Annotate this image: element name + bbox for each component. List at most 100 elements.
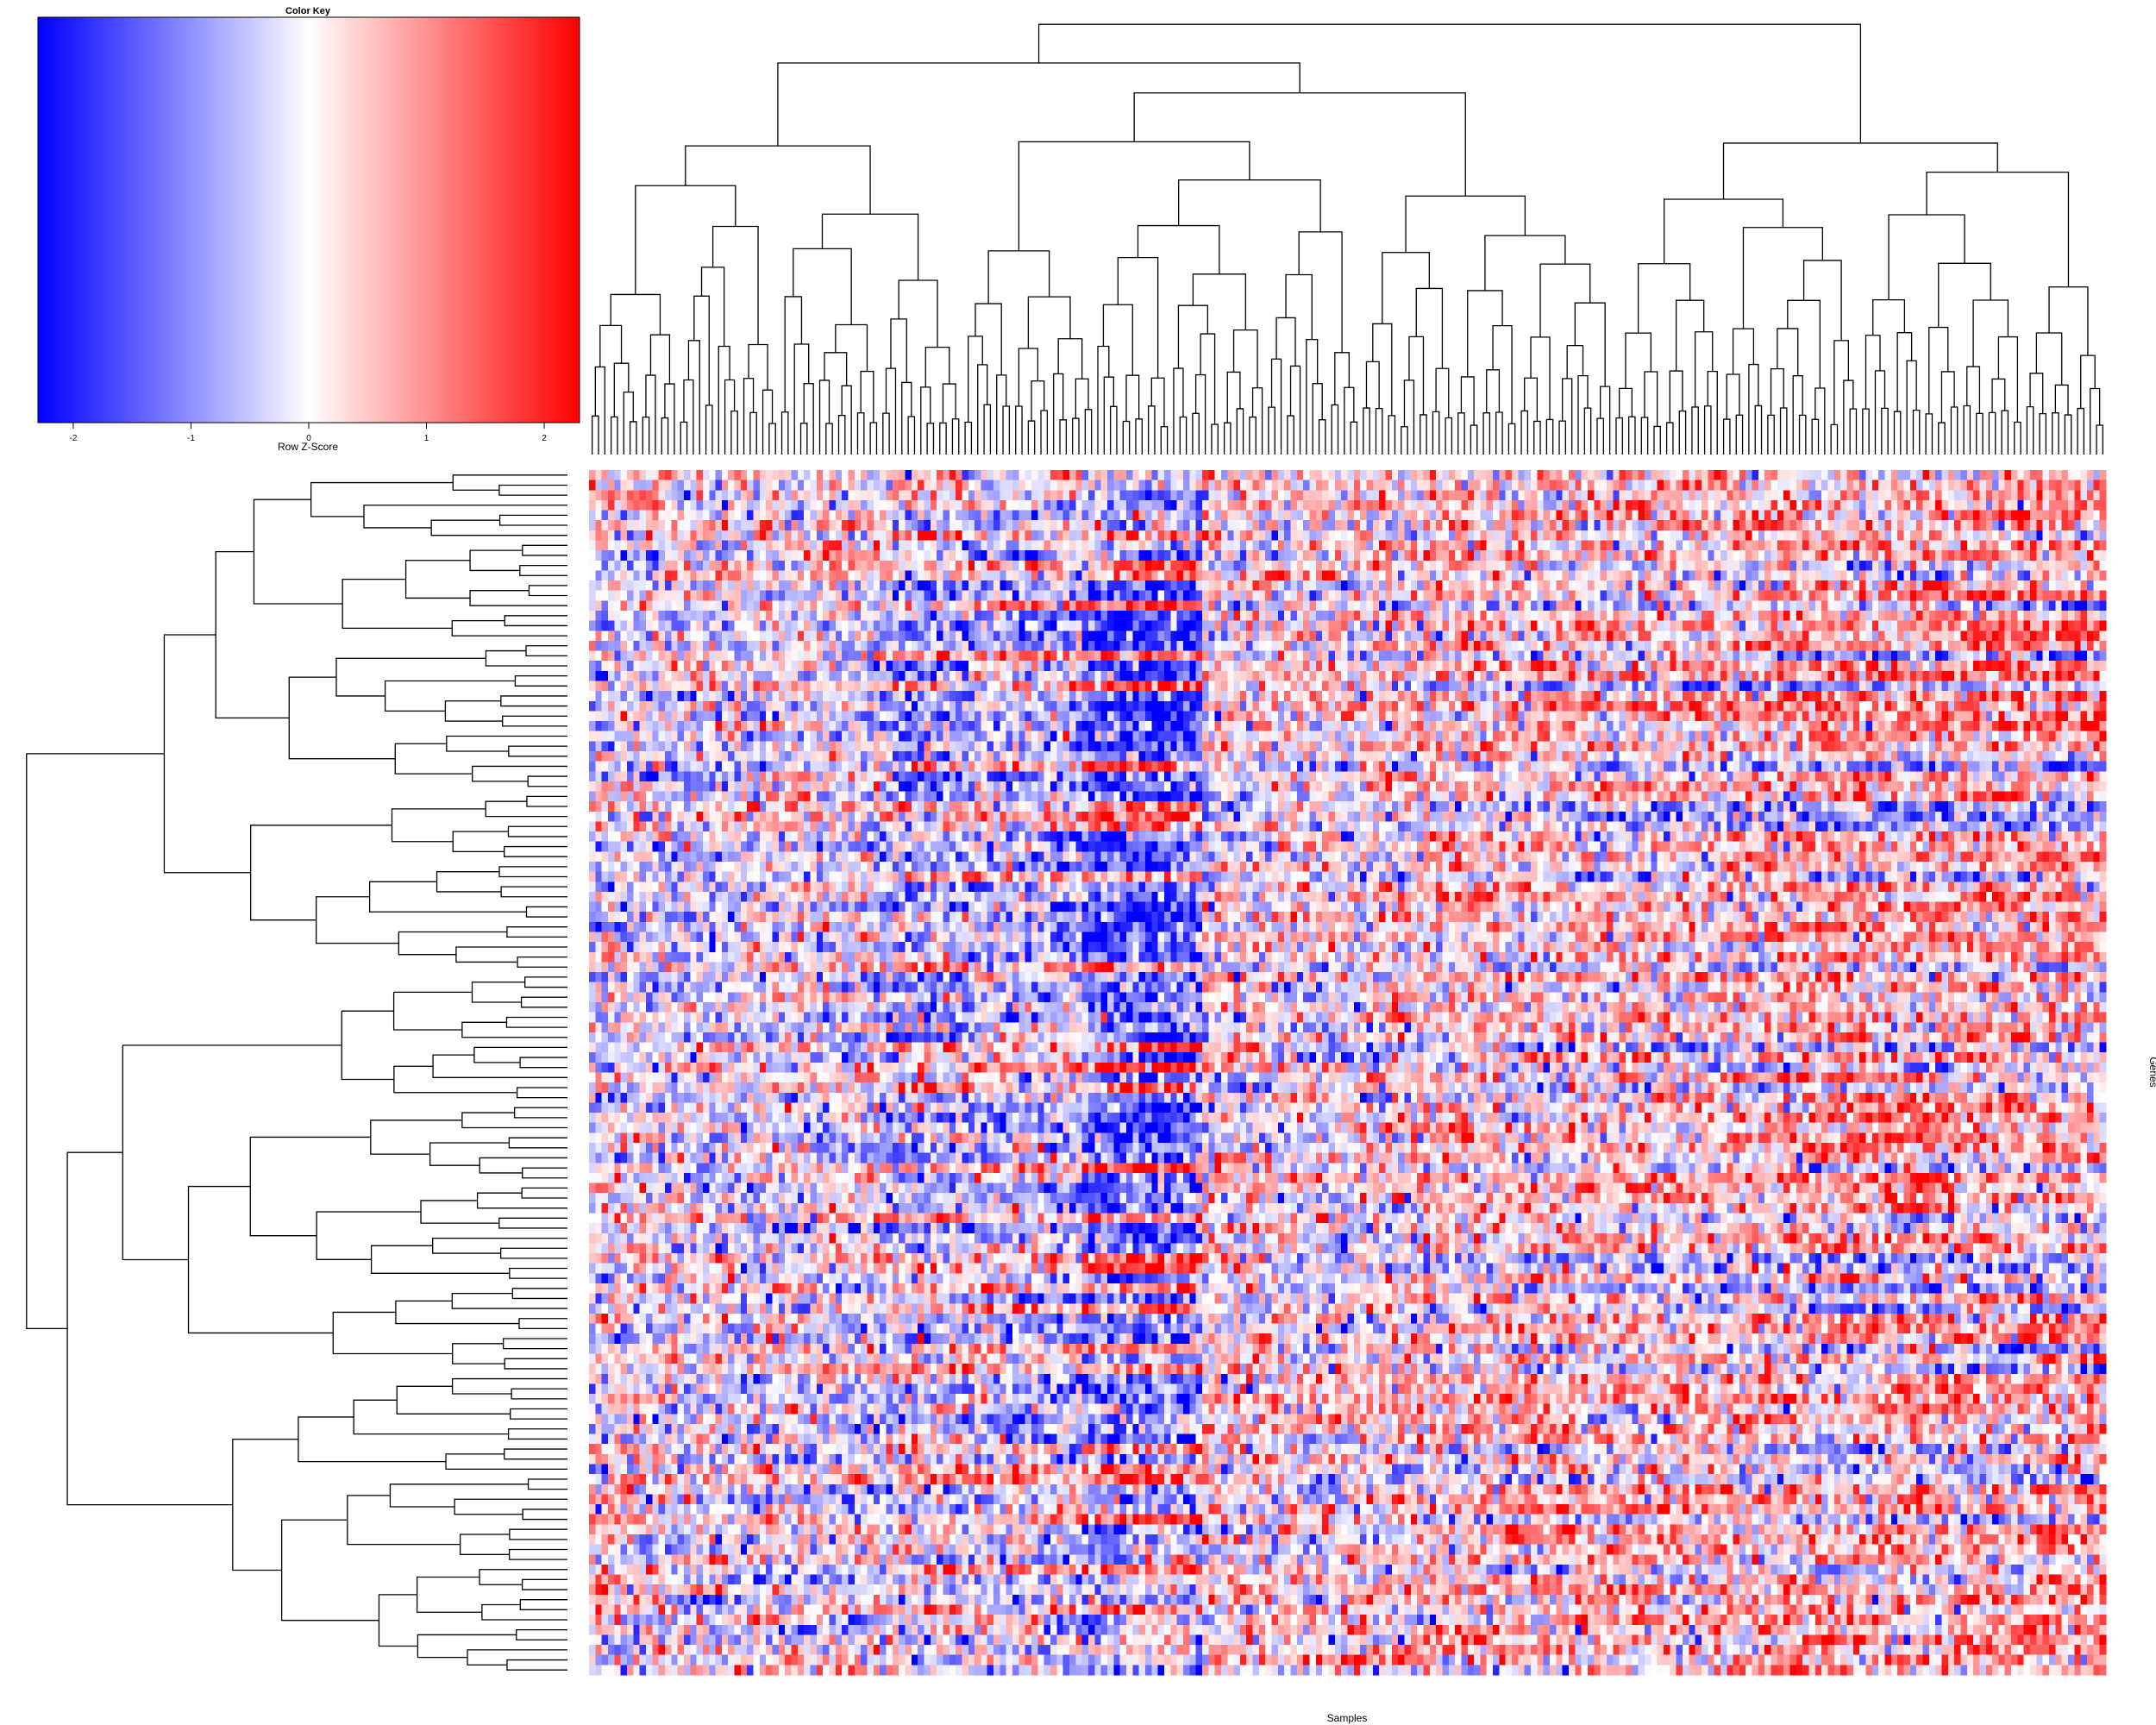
heatmap-cell	[1909, 510, 1917, 521]
heatmap-cell	[1220, 540, 1228, 551]
heatmap-cell	[1252, 540, 1260, 551]
heatmap-cell	[1796, 570, 1803, 581]
heatmap-cell	[1296, 640, 1304, 652]
heatmap-cell	[1385, 640, 1393, 652]
heatmap-cell	[1075, 470, 1083, 481]
heatmap-cell	[1100, 560, 1108, 572]
heatmap-cell	[899, 560, 906, 572]
column-dendrogram-branch	[1467, 290, 1503, 377]
heatmap-cell	[797, 560, 805, 572]
heatmap-cell	[835, 640, 843, 652]
heatmap-cell	[709, 550, 717, 561]
heatmap-cell	[1151, 580, 1159, 592]
heatmap-cell	[924, 470, 931, 481]
heatmap-cell	[1708, 560, 1715, 572]
heatmap-cell	[1239, 600, 1247, 612]
heatmap-cell	[1865, 530, 1873, 542]
heatmap-cell	[1436, 650, 1444, 662]
heatmap-cell	[930, 620, 937, 631]
heatmap-cell	[607, 580, 615, 592]
heatmap-cell	[1928, 560, 1936, 572]
heatmap-cell	[1758, 630, 1765, 642]
heatmap-cell	[1733, 510, 1740, 521]
heatmap-cell	[1935, 650, 1943, 662]
column-dendrogram-branch	[780, 411, 789, 455]
heatmap-cell	[614, 650, 622, 662]
heatmap-cell	[1151, 550, 1159, 561]
heatmap-cell	[1827, 580, 1835, 592]
heatmap-cell	[1657, 490, 1664, 501]
heatmap-cell	[601, 490, 609, 501]
heatmap-cell	[937, 661, 944, 672]
heatmap-cell	[1594, 550, 1601, 561]
heatmap-cell	[1366, 530, 1374, 542]
heatmap-cell	[823, 640, 830, 652]
row-dendrogram-branch	[513, 1107, 567, 1119]
heatmap-cell	[1398, 480, 1406, 491]
heatmap-cell	[1802, 550, 1810, 561]
column-dendrogram-branch	[885, 367, 897, 455]
heatmap-cell	[1277, 530, 1285, 542]
heatmap-cell	[1651, 640, 1658, 652]
heatmap-cell	[2023, 520, 2031, 531]
heatmap-cell	[1859, 510, 1867, 521]
heatmap-cell	[1031, 540, 1038, 551]
heatmap-cell	[2011, 499, 2018, 511]
heatmap-cell	[949, 499, 956, 511]
heatmap-cell	[930, 470, 937, 481]
heatmap-cell	[1480, 530, 1488, 542]
heatmap-cell	[1771, 600, 1778, 612]
heatmap-cell	[1486, 610, 1494, 622]
heatmap-cell	[1752, 550, 1759, 561]
row-dendrogram-branch	[504, 615, 567, 627]
heatmap-cell	[702, 661, 710, 672]
heatmap-cell	[943, 499, 950, 511]
heatmap-cell	[1928, 570, 1936, 581]
heatmap-cell	[1328, 540, 1336, 551]
heatmap-cell	[1182, 550, 1190, 561]
heatmap-cell	[1322, 530, 1330, 542]
heatmap-cell	[1018, 530, 1026, 542]
heatmap-cell	[1550, 570, 1557, 581]
heatmap-cell	[1366, 610, 1374, 622]
heatmap-cell	[766, 630, 774, 642]
heatmap-cell	[1006, 650, 1013, 662]
heatmap-cell	[1827, 510, 1835, 521]
heatmap-cell	[1163, 640, 1171, 652]
heatmap-cell	[2004, 570, 2012, 581]
heatmap-cell	[728, 650, 736, 662]
heatmap-cell	[709, 620, 717, 631]
heatmap-cell	[1556, 550, 1564, 561]
heatmap-cell	[1600, 590, 1608, 601]
heatmap-cell	[595, 490, 603, 501]
row-dendrogram-branch	[504, 1358, 567, 1370]
heatmap-cell	[721, 650, 729, 662]
heatmap-cell	[1512, 520, 1519, 531]
heatmap-cell	[1537, 510, 1545, 521]
heatmap-cell	[595, 499, 603, 511]
heatmap-cell	[930, 480, 937, 491]
heatmap-cell	[1341, 620, 1349, 631]
heatmap-cell	[1182, 490, 1190, 501]
heatmap-cell	[1151, 590, 1159, 601]
heatmap-cell	[1214, 640, 1222, 652]
column-dendrogram-branch	[1644, 371, 1658, 427]
heatmap-cell	[1840, 630, 1848, 642]
heatmap-cell	[1163, 620, 1171, 631]
heatmap-cell	[1163, 540, 1171, 551]
heatmap-cell	[747, 550, 755, 561]
heatmap-cell	[715, 510, 723, 521]
heatmap-cell	[1973, 530, 1981, 542]
heatmap-cell	[1852, 630, 1860, 642]
heatmap-cell	[2030, 490, 2037, 501]
heatmap-cell	[1827, 590, 1835, 601]
heatmap-cell	[1632, 470, 1639, 481]
heatmap-cell	[905, 560, 912, 572]
heatmap-cell	[1081, 550, 1089, 561]
heatmap-cell	[690, 510, 698, 521]
heatmap-cell	[1296, 480, 1304, 491]
heatmap-cell	[1846, 640, 1854, 652]
heatmap-cell	[1524, 540, 1532, 551]
heatmap-cell	[633, 550, 641, 561]
heatmap-cell	[1151, 610, 1159, 622]
